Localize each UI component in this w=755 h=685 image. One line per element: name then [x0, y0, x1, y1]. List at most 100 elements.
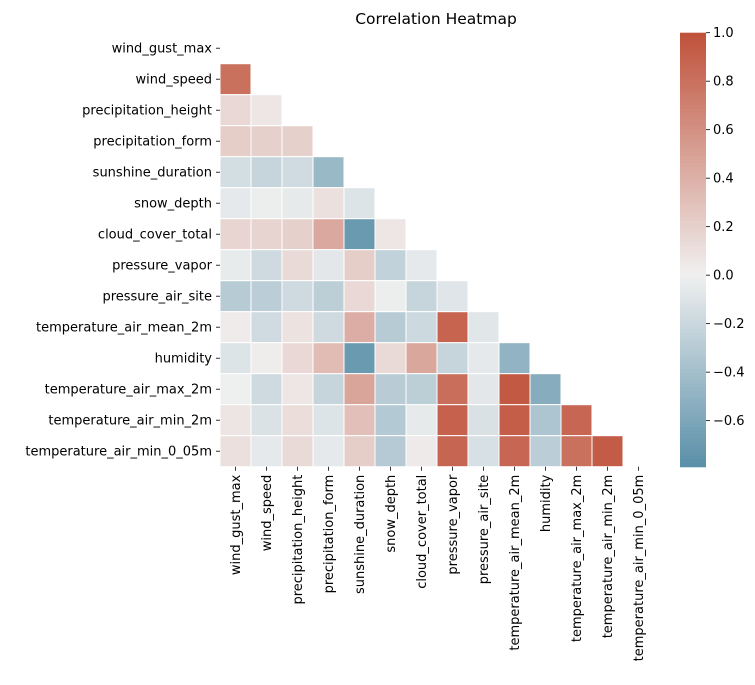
- colorbar-segment: [680, 170, 706, 175]
- cell-temperature_air_min_2m-cloud_cover_total: [405, 404, 438, 437]
- colorbar-segment: [680, 217, 706, 222]
- cell-temperature_air_max_2m-precipitation_height: [281, 373, 314, 406]
- cell-sunshine_duration-wind_gust_max: [219, 156, 252, 189]
- cell-temperature_air_max_2m-cloud_cover_total: [405, 373, 438, 406]
- cell-temperature_air_min_0_05m-temperature_air_mean_2m: [498, 435, 531, 468]
- x-tick-label: pressure_air_site: [477, 475, 492, 585]
- cell-temperature_air_min_0_05m-cloud_cover_total: [405, 435, 438, 468]
- colorbar-segment: [680, 452, 706, 457]
- cell-humidity-sunshine_duration: [343, 342, 376, 375]
- colorbar-tick-label: 0.0: [713, 269, 734, 284]
- cell-temperature_air_min_2m-temperature_air_max_2m: [560, 404, 593, 437]
- colorbar-segment: [680, 108, 706, 113]
- cell-temperature_air_min_0_05m-precipitation_form: [312, 435, 345, 468]
- cell-temperature_air_min_0_05m-humidity: [529, 435, 562, 468]
- colorbar-segment: [680, 141, 706, 146]
- cell-humidity-cloud_cover_total: [405, 342, 438, 375]
- colorbar-segment: [680, 303, 706, 309]
- colorbar-segment: [680, 361, 706, 367]
- colorbar-segment: [680, 253, 706, 258]
- cell-cloud_cover_total-wind_gust_max: [219, 218, 252, 251]
- colorbar-segment: [680, 199, 706, 204]
- colorbar-segment: [680, 343, 706, 348]
- cell-temperature_air_min_2m-snow_depth: [374, 404, 407, 437]
- cell-snow_depth-wind_gust_max: [219, 187, 252, 220]
- colorbar-segment: [680, 65, 706, 70]
- colorbar-tick-label: 1.0: [713, 26, 734, 41]
- colorbar-segment: [680, 365, 706, 370]
- colorbar-segment: [680, 369, 706, 374]
- cell-cloud_cover_total-wind_speed: [250, 218, 283, 251]
- colorbar-segment: [680, 397, 706, 403]
- cell-temperature_air_max_2m-temperature_air_mean_2m: [498, 373, 531, 406]
- colorbar-segment: [680, 441, 706, 446]
- colorbar-segment: [680, 180, 706, 186]
- colorbar-segment: [680, 235, 706, 240]
- x-axis-labels: wind_gust_max wind_speed precipitation_hei…: [229, 466, 647, 661]
- cell-temperature_air_mean_2m-pressure_vapor: [436, 311, 469, 344]
- cell-pressure_vapor-snow_depth: [374, 249, 407, 282]
- cell-temperature_air_min_0_05m-precipitation_height: [281, 435, 314, 468]
- colorbar-segment: [680, 155, 706, 160]
- cell-temperature_air_mean_2m-wind_speed: [250, 311, 283, 344]
- cell-precipitation_height-wind_speed: [250, 94, 283, 127]
- cell-temperature_air_min_2m-precipitation_form: [312, 404, 345, 437]
- cell-temperature_air_min_2m-sunshine_duration: [343, 404, 376, 437]
- y-tick-label: precipitation_height: [82, 104, 212, 119]
- colorbar-segment: [680, 412, 706, 417]
- colorbar-segment: [680, 188, 706, 193]
- colorbar-tick-label: −0.6: [713, 414, 745, 429]
- cell-sunshine_duration-wind_speed: [250, 156, 283, 189]
- colorbar-segment: [680, 282, 706, 287]
- x-tick-label: precipitation_form: [322, 475, 337, 594]
- colorbar-segment: [680, 79, 706, 84]
- cell-pressure_air_site-precipitation_height: [281, 280, 314, 313]
- cell-temperature_air_mean_2m-cloud_cover_total: [405, 311, 438, 344]
- x-tick-label: wind_gust_max: [229, 474, 244, 575]
- y-tick-label: humidity: [155, 352, 213, 367]
- colorbar-segment: [680, 130, 706, 135]
- y-tick-label: temperature_air_max_2m: [45, 383, 212, 398]
- colorbar-segment: [680, 246, 706, 251]
- cell-cloud_cover_total-sunshine_duration: [343, 218, 376, 251]
- heatmap-cells: [219, 63, 624, 468]
- colorbar-segment: [680, 123, 706, 128]
- colorbar-segment: [680, 340, 706, 345]
- colorbar-segment: [680, 459, 706, 464]
- cell-humidity-pressure_vapor: [436, 342, 469, 375]
- colorbar-segment: [680, 325, 706, 330]
- cell-pressure_air_site-cloud_cover_total: [405, 280, 438, 313]
- colorbar-segment: [680, 97, 706, 103]
- colorbar: 1.0 0.8 0.6 0.4 0.2 0.0 −0.2 −0.4 −0.6: [680, 26, 745, 468]
- colorbar-segment: [680, 173, 706, 178]
- cell-temperature_air_max_2m-snow_depth: [374, 373, 407, 406]
- y-tick-label: pressure_air_site: [102, 290, 212, 305]
- colorbar-segment: [680, 354, 706, 359]
- colorbar-segment: [680, 289, 706, 294]
- colorbar-segment: [680, 50, 706, 55]
- cell-temperature_air_min_0_05m-pressure_vapor: [436, 435, 469, 468]
- colorbar-segment: [680, 332, 706, 338]
- colorbar-segment: [680, 383, 706, 388]
- colorbar-tick-label: 0.8: [713, 75, 734, 90]
- colorbar-segment: [680, 256, 706, 262]
- cell-sunshine_duration-precipitation_form: [312, 156, 345, 189]
- y-tick-label: temperature_air_min_0_05m: [25, 445, 212, 460]
- y-axis-labels: wind_gust_max wind_speed precipitation_hei…: [25, 42, 220, 460]
- colorbar-tick-label: −0.2: [713, 317, 745, 332]
- cell-temperature_air_max_2m-pressure_air_site: [467, 373, 500, 406]
- x-tick-label: wind_speed: [260, 475, 275, 552]
- y-tick-label: precipitation_form: [93, 135, 212, 150]
- y-tick-label: wind_gust_max: [112, 42, 213, 57]
- cell-temperature_air_max_2m-humidity: [529, 373, 562, 406]
- colorbar-segment: [680, 376, 706, 381]
- colorbar-segment: [680, 86, 706, 92]
- cell-humidity-pressure_air_site: [467, 342, 500, 375]
- colorbar-segment: [680, 311, 706, 316]
- cell-temperature_air_max_2m-wind_gust_max: [219, 373, 252, 406]
- colorbar-segment: [680, 162, 706, 168]
- colorbar-segment: [680, 36, 706, 41]
- cell-pressure_air_site-snow_depth: [374, 280, 407, 313]
- colorbar-segment: [680, 390, 706, 395]
